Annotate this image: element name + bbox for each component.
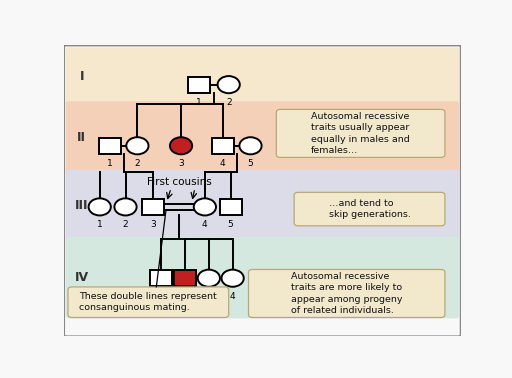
- Ellipse shape: [218, 76, 240, 93]
- Bar: [142, 199, 164, 215]
- Text: 2: 2: [182, 291, 188, 301]
- Ellipse shape: [170, 137, 192, 154]
- Text: 3: 3: [206, 291, 211, 301]
- Bar: [150, 270, 173, 287]
- FancyBboxPatch shape: [294, 192, 445, 226]
- Ellipse shape: [126, 137, 148, 154]
- Text: IV: IV: [75, 271, 89, 284]
- Text: 3: 3: [178, 159, 184, 168]
- FancyBboxPatch shape: [66, 101, 459, 174]
- Text: III: III: [75, 199, 89, 212]
- Bar: [211, 138, 234, 154]
- Bar: [174, 270, 196, 287]
- Bar: [98, 138, 121, 154]
- FancyBboxPatch shape: [248, 270, 445, 318]
- Text: 5: 5: [248, 159, 253, 168]
- Bar: [188, 76, 210, 93]
- FancyBboxPatch shape: [68, 287, 229, 318]
- Text: 4: 4: [202, 220, 208, 229]
- FancyBboxPatch shape: [66, 47, 459, 106]
- FancyBboxPatch shape: [66, 170, 459, 241]
- Text: 3: 3: [151, 220, 156, 229]
- Text: 2: 2: [226, 98, 231, 107]
- FancyBboxPatch shape: [66, 237, 459, 318]
- Ellipse shape: [114, 198, 137, 215]
- Text: 5: 5: [228, 220, 233, 229]
- Text: 4: 4: [220, 159, 225, 168]
- Text: II: II: [77, 131, 87, 144]
- Text: 1: 1: [158, 291, 164, 301]
- Bar: [220, 199, 242, 215]
- Text: 1: 1: [196, 98, 202, 107]
- Text: 4: 4: [230, 291, 236, 301]
- FancyBboxPatch shape: [276, 109, 445, 157]
- Ellipse shape: [198, 270, 220, 287]
- Text: 2: 2: [123, 220, 129, 229]
- Ellipse shape: [240, 137, 262, 154]
- Ellipse shape: [222, 270, 244, 287]
- Text: Autosomal recessive
traits usually appear
equally in males and
females…: Autosomal recessive traits usually appea…: [311, 112, 410, 155]
- Text: 2: 2: [135, 159, 140, 168]
- Text: 1: 1: [107, 159, 113, 168]
- Text: I: I: [79, 70, 84, 83]
- Ellipse shape: [89, 198, 111, 215]
- Text: Autosomal recessive
traits are more likely to
appear among progeny
of related in: Autosomal recessive traits are more like…: [291, 272, 402, 315]
- Text: These double lines represent
consanguinous mating.: These double lines represent consanguino…: [79, 292, 217, 313]
- Text: …and tend to
skip generations.: …and tend to skip generations.: [329, 199, 411, 219]
- Text: 1: 1: [97, 220, 102, 229]
- FancyBboxPatch shape: [64, 45, 461, 336]
- Ellipse shape: [194, 198, 216, 215]
- Text: First cousins: First cousins: [147, 177, 211, 186]
